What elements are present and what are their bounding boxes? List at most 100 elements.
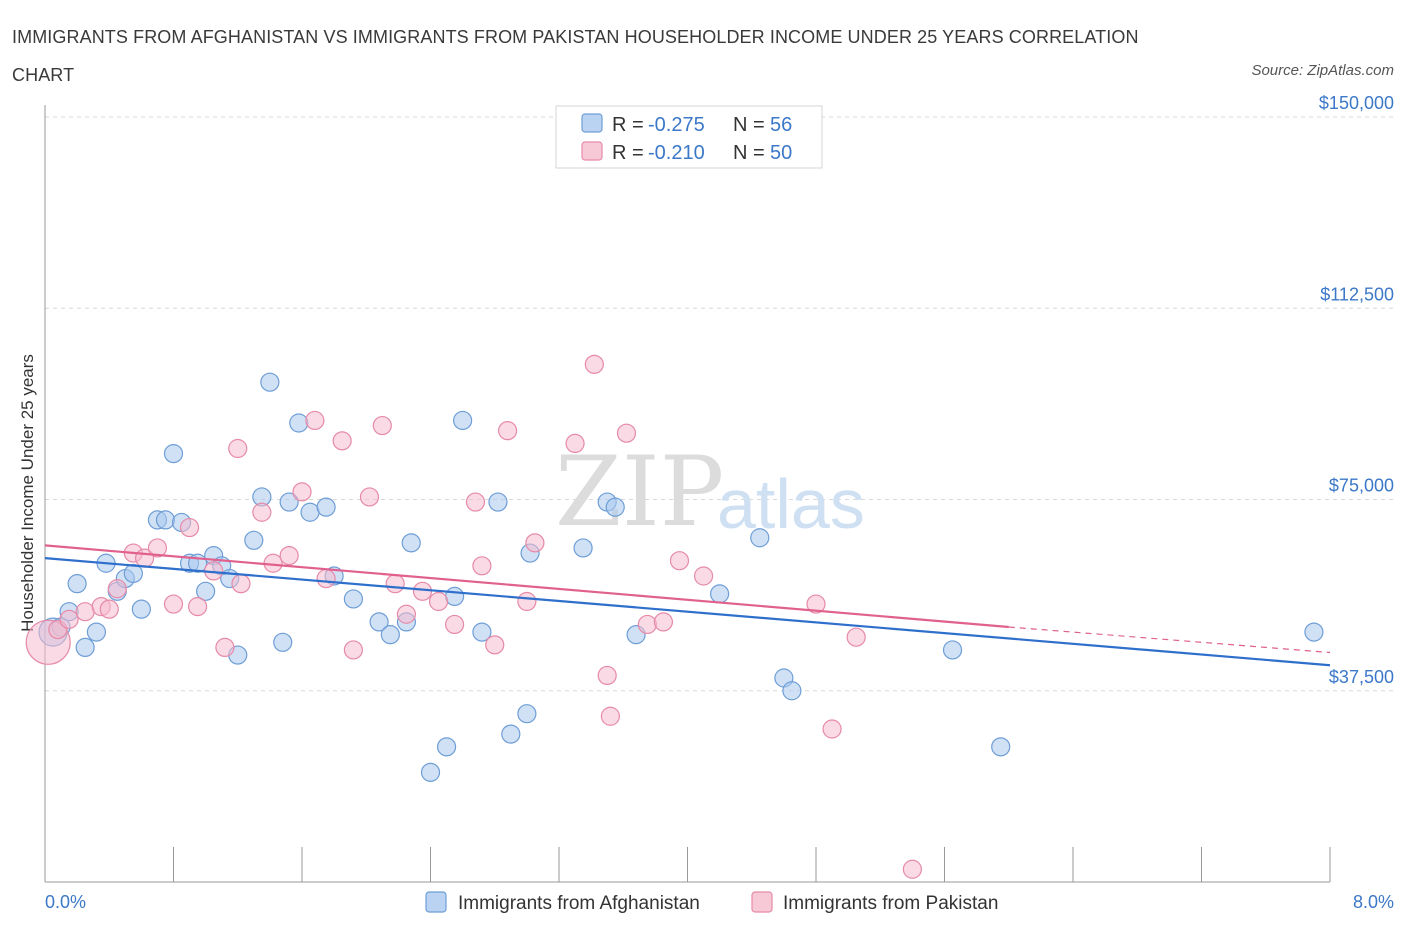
- series-afghanistan-points: [38, 372, 1324, 782]
- data-point-afghanistan: [316, 497, 336, 517]
- data-point-afghanistan: [244, 530, 264, 550]
- data-point-pakistan: [372, 415, 392, 436]
- y-tick-labels: $37,500 $75,000 $112,500 $150,000: [1319, 93, 1394, 687]
- trend-line-extension-pakistan: [1008, 626, 1331, 654]
- data-point-pakistan: [902, 859, 922, 879]
- series-pakistan-points: [25, 354, 922, 879]
- data-point-pakistan: [465, 492, 486, 512]
- data-point-pakistan: [525, 533, 545, 553]
- data-point-afghanistan: [380, 625, 400, 645]
- data-point-afghanistan: [436, 737, 457, 757]
- data-point-pakistan: [215, 637, 235, 658]
- data-point-afghanistan: [942, 640, 963, 660]
- data-point-pakistan: [822, 719, 842, 739]
- data-point-pakistan: [846, 627, 866, 647]
- data-point-afghanistan: [420, 762, 441, 782]
- data-point-pakistan: [517, 591, 537, 612]
- data-point-afghanistan: [782, 681, 802, 701]
- data-point-afghanistan: [343, 589, 363, 609]
- legend-swatch-afghanistan: [581, 113, 603, 133]
- data-point-afghanistan: [517, 704, 537, 724]
- bottom-legend-swatch-pakistan: [751, 891, 773, 913]
- data-point-pakistan: [163, 594, 184, 614]
- x-tick-marks: [44, 847, 1331, 882]
- data-point-afghanistan: [750, 528, 770, 548]
- axes: [44, 105, 1331, 883]
- watermark: ZIP atlas: [555, 436, 865, 548]
- data-point-pakistan: [428, 591, 449, 612]
- legend-r-label-pakistan: R =: [612, 142, 644, 164]
- data-point-afghanistan: [123, 563, 143, 584]
- bottom-legend-swatch-afghanistan: [425, 891, 447, 913]
- data-point-pakistan: [485, 635, 505, 655]
- legend-r-value-afghanistan: -0.275: [648, 114, 705, 136]
- data-point-afghanistan: [273, 632, 293, 652]
- data-point-pakistan: [279, 545, 299, 566]
- data-point-pakistan: [99, 599, 119, 619]
- series-legend: Immigrants from Afghanistan Immigrants f…: [425, 891, 998, 914]
- data-point-afghanistan: [369, 612, 389, 632]
- data-point-afghanistan: [155, 510, 176, 530]
- data-point-pakistan: [231, 574, 251, 594]
- y-tick-label: $37,500: [1329, 667, 1394, 687]
- data-point-pakistan: [228, 438, 248, 459]
- data-point-pakistan: [693, 566, 714, 586]
- data-point-pakistan: [637, 614, 657, 635]
- data-point-pakistan: [396, 604, 417, 624]
- y-tick-label: $150,000: [1319, 93, 1394, 113]
- data-point-pakistan: [147, 538, 168, 558]
- y-tick-label: $112,500: [1320, 284, 1394, 304]
- data-point-pakistan: [305, 410, 325, 431]
- source-label: Source: ZipAtlas.com: [1251, 62, 1394, 79]
- legend-n-label-afghanistan: N =: [733, 114, 765, 136]
- legend-n-value-afghanistan: 56: [770, 114, 792, 136]
- data-point-afghanistan: [131, 599, 151, 619]
- bottom-legend-label-afghanistan: Immigrants from Afghanistan: [458, 893, 700, 914]
- y-tick-label: $75,000: [1329, 476, 1394, 496]
- data-point-pakistan: [292, 482, 312, 502]
- data-point-pakistan: [187, 596, 208, 617]
- trend-line-afghanistan: [44, 557, 1331, 667]
- legend-r-value-pakistan: -0.210: [648, 142, 705, 164]
- grid-lines: [45, 116, 1394, 692]
- data-point-pakistan: [107, 579, 127, 599]
- data-point-pakistan: [179, 517, 200, 538]
- data-point-afghanistan: [453, 410, 473, 431]
- data-point-pakistan: [806, 594, 826, 614]
- data-point-pakistan: [584, 354, 604, 374]
- watermark-zip: ZIP: [555, 436, 724, 548]
- data-point-afghanistan: [289, 413, 309, 433]
- data-point-pakistan: [359, 487, 380, 507]
- chart-title: IMMIGRANTS FROM AFGHANISTAN VS IMMIGRANT…: [12, 27, 1139, 85]
- data-point-pakistan: [616, 423, 637, 443]
- correlation-legend: R = -0.275 N = 56 R = -0.210 N = 50: [555, 105, 823, 169]
- trend-lines: [44, 544, 1331, 667]
- data-point-afghanistan: [991, 737, 1011, 757]
- data-point-pakistan: [472, 556, 492, 576]
- data-point-afghanistan: [605, 497, 625, 517]
- data-point-pakistan: [412, 581, 433, 601]
- data-point-pakistan: [444, 614, 465, 635]
- data-point-pakistan: [669, 551, 690, 571]
- bottom-legend-label-pakistan: Immigrants from Pakistan: [783, 893, 998, 914]
- data-point-pakistan: [343, 640, 363, 660]
- data-point-afghanistan: [573, 538, 593, 558]
- data-point-afghanistan: [279, 492, 299, 512]
- data-point-pakistan: [75, 602, 95, 622]
- data-point-pakistan: [252, 502, 272, 522]
- data-point-pakistan: [498, 421, 518, 441]
- data-point-pakistan: [332, 431, 352, 451]
- data-point-afghanistan: [86, 622, 107, 642]
- data-point-afghanistan: [163, 444, 184, 464]
- data-point-pakistan: [385, 574, 405, 594]
- data-point-afghanistan: [67, 574, 87, 594]
- data-point-pakistan: [653, 612, 674, 632]
- x-tick-label-min: 0.0%: [45, 892, 86, 912]
- data-point-afghanistan: [1304, 622, 1324, 642]
- data-point-afghanistan: [501, 724, 521, 744]
- watermark-atlas: atlas: [717, 465, 865, 543]
- data-point-afghanistan: [196, 581, 216, 601]
- data-point-afghanistan: [300, 502, 320, 522]
- data-point-pakistan: [316, 568, 336, 589]
